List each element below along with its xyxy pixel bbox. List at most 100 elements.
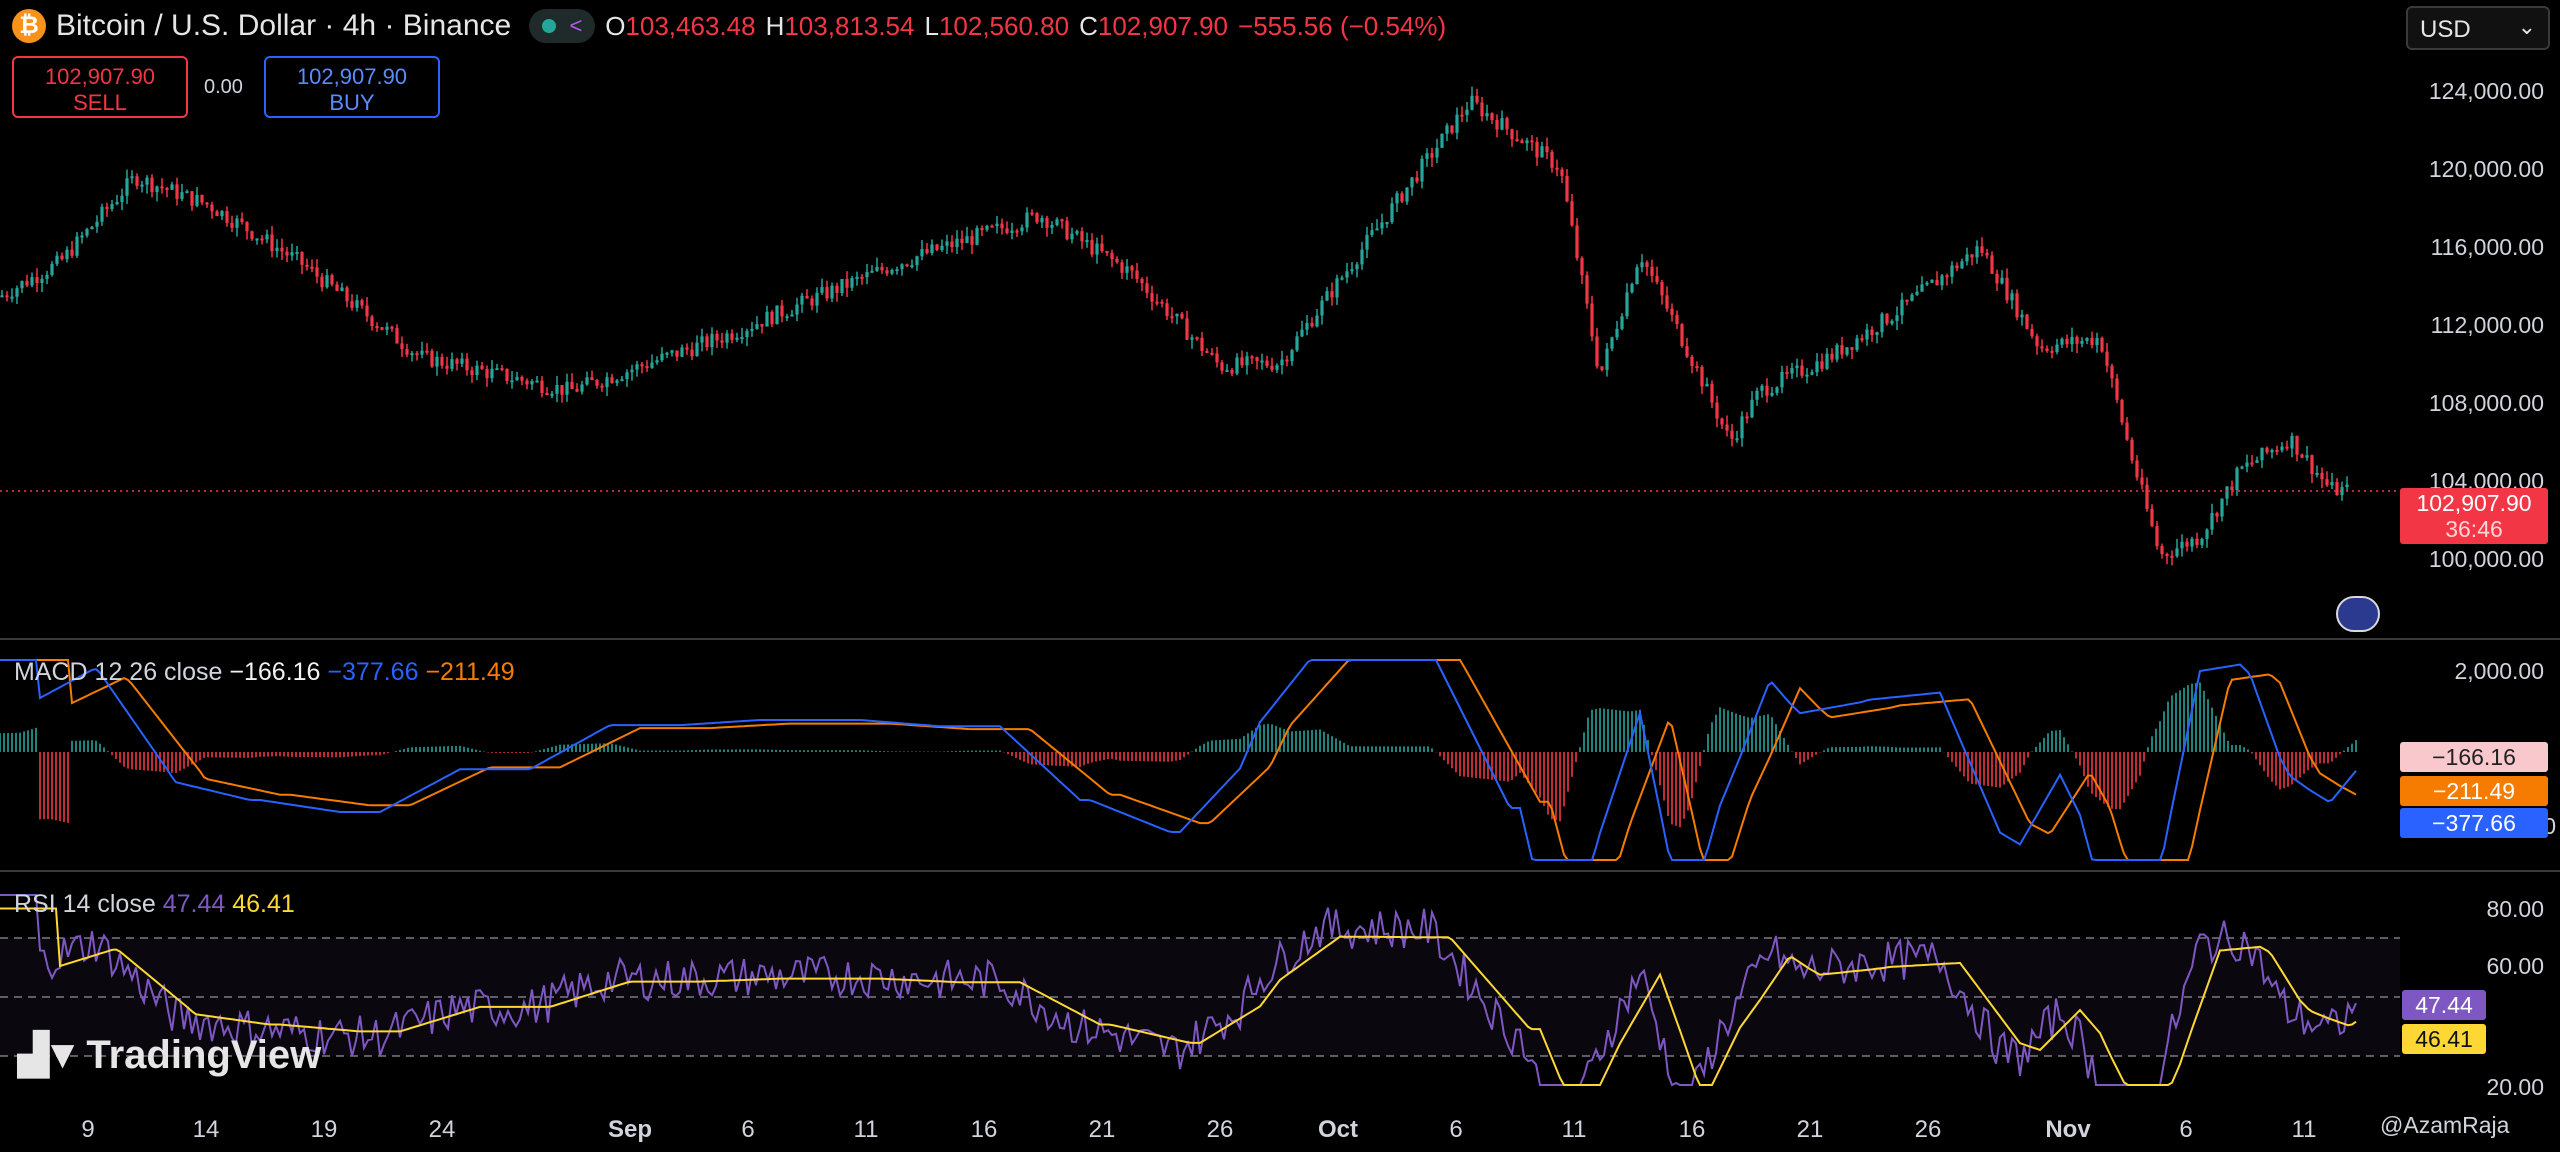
candle-body xyxy=(305,264,309,267)
candle-body xyxy=(300,252,304,265)
candle-body xyxy=(2085,338,2089,341)
candle-body xyxy=(2015,293,2019,318)
candle-body xyxy=(2040,346,2044,349)
candle-body xyxy=(2280,446,2284,451)
candle-body xyxy=(455,359,459,364)
candle-body xyxy=(2095,338,2099,346)
candle-body xyxy=(2055,344,2059,353)
price-axis-label: 108,000.00 xyxy=(2428,390,2544,416)
rsi-title: RSI 14 close xyxy=(14,890,156,918)
candle-body xyxy=(90,226,94,230)
candle-body xyxy=(35,277,39,283)
rsi-value: 47.44 xyxy=(162,890,226,918)
candle-body xyxy=(1705,383,1709,387)
candle-body xyxy=(290,252,294,256)
pane-divider[interactable] xyxy=(0,638,2560,640)
candle-body xyxy=(1865,329,1869,340)
candle-body xyxy=(2230,486,2234,491)
candle-body xyxy=(855,276,859,279)
candle-body xyxy=(1825,353,1829,369)
candle-body xyxy=(1890,320,1894,324)
candle-body xyxy=(210,204,214,212)
candle-body xyxy=(1610,337,1614,349)
time-axis-label: 9 xyxy=(81,1116,95,1143)
us-flag-event-icon[interactable] xyxy=(2336,596,2380,632)
candle-body xyxy=(725,333,729,343)
candle-body xyxy=(1460,114,1464,117)
candle-body xyxy=(1920,284,1924,292)
candle-body xyxy=(40,278,44,283)
time-axis-label: 16 xyxy=(1678,1116,1706,1143)
candle-body xyxy=(1650,266,1654,276)
candle-body xyxy=(1415,177,1419,182)
candle-body xyxy=(2235,468,2239,491)
rsi-axis-label: 60.00 xyxy=(2486,953,2544,979)
candle-body xyxy=(1565,175,1569,202)
candle-body xyxy=(1925,282,1929,285)
price-axis-label: 124,000.00 xyxy=(2428,78,2544,104)
candle-body xyxy=(1190,337,1194,340)
candle-body xyxy=(985,225,989,230)
candle-body xyxy=(705,336,709,348)
candle-body xyxy=(2150,508,2154,527)
pane-divider[interactable] xyxy=(0,870,2560,872)
candle-body xyxy=(585,377,589,385)
symbol-title[interactable]: Bitcoin / U.S. Dollar · 4h · Binance xyxy=(56,9,512,42)
candle-body xyxy=(1310,323,1314,327)
candle-body xyxy=(260,238,264,241)
candle-body xyxy=(1540,146,1544,158)
macd-legend[interactable]: MACD 12 26 close −166.16 −377.66 −211.49 xyxy=(14,658,515,687)
candle-body xyxy=(2255,460,2259,463)
candle-body xyxy=(1915,291,1919,295)
currency-select[interactable]: USD ⌄ xyxy=(2406,6,2550,50)
time-axis-label: Nov xyxy=(2045,1116,2091,1143)
candle-body xyxy=(1100,243,1104,252)
candle-body xyxy=(1440,133,1444,148)
candle-body xyxy=(1885,313,1889,324)
sell-button[interactable]: 102,907.90 SELL xyxy=(12,56,188,118)
candle-body xyxy=(995,223,999,227)
candle-body xyxy=(335,284,339,291)
candle-body xyxy=(1750,399,1754,418)
ohlc-close: C102,907.90 xyxy=(1079,10,1229,41)
candle-body xyxy=(60,255,64,260)
candle-body xyxy=(1760,385,1764,391)
candle-body xyxy=(1140,278,1144,284)
candle-body xyxy=(95,221,99,227)
candle-body xyxy=(1055,219,1059,225)
share-icon[interactable]: < xyxy=(569,13,583,38)
chevron-down-icon: ⌄ xyxy=(2517,14,2536,39)
candle-body xyxy=(2330,482,2334,486)
candle-body xyxy=(610,377,614,384)
candle-body xyxy=(660,353,664,361)
candle-body xyxy=(1475,95,1479,103)
candle-body xyxy=(815,292,819,306)
candle-body xyxy=(175,184,179,199)
macd-signal-value: −211.49 xyxy=(425,658,515,686)
candle-body xyxy=(545,393,549,396)
candle-body xyxy=(225,210,229,223)
candle-body xyxy=(1775,387,1779,393)
candle-body xyxy=(1715,402,1719,419)
candle-body xyxy=(1640,262,1644,268)
candle-body xyxy=(1255,357,1259,361)
time-axis-label: 24 xyxy=(428,1116,456,1143)
buy-button[interactable]: 102,907.90 BUY xyxy=(264,56,440,118)
candle-body xyxy=(2145,484,2149,509)
time-axis-label: 26 xyxy=(1206,1116,1234,1143)
candle-body xyxy=(345,287,349,302)
candle-body xyxy=(70,249,74,256)
rsi-legend[interactable]: RSI 14 close 47.44 46.41 xyxy=(14,890,295,919)
candle-body xyxy=(1605,348,1609,370)
candle-body xyxy=(390,326,394,329)
candle-body xyxy=(405,348,409,355)
candle-body xyxy=(2215,513,2219,517)
candle-body xyxy=(1970,254,1974,258)
candle-body xyxy=(1800,365,1804,376)
candle-body xyxy=(890,269,894,274)
market-status-pill[interactable]: < xyxy=(529,9,596,43)
candle-body xyxy=(155,186,159,192)
candle-body xyxy=(1260,360,1264,363)
ohlc-high: H103,813.54 xyxy=(765,10,915,41)
